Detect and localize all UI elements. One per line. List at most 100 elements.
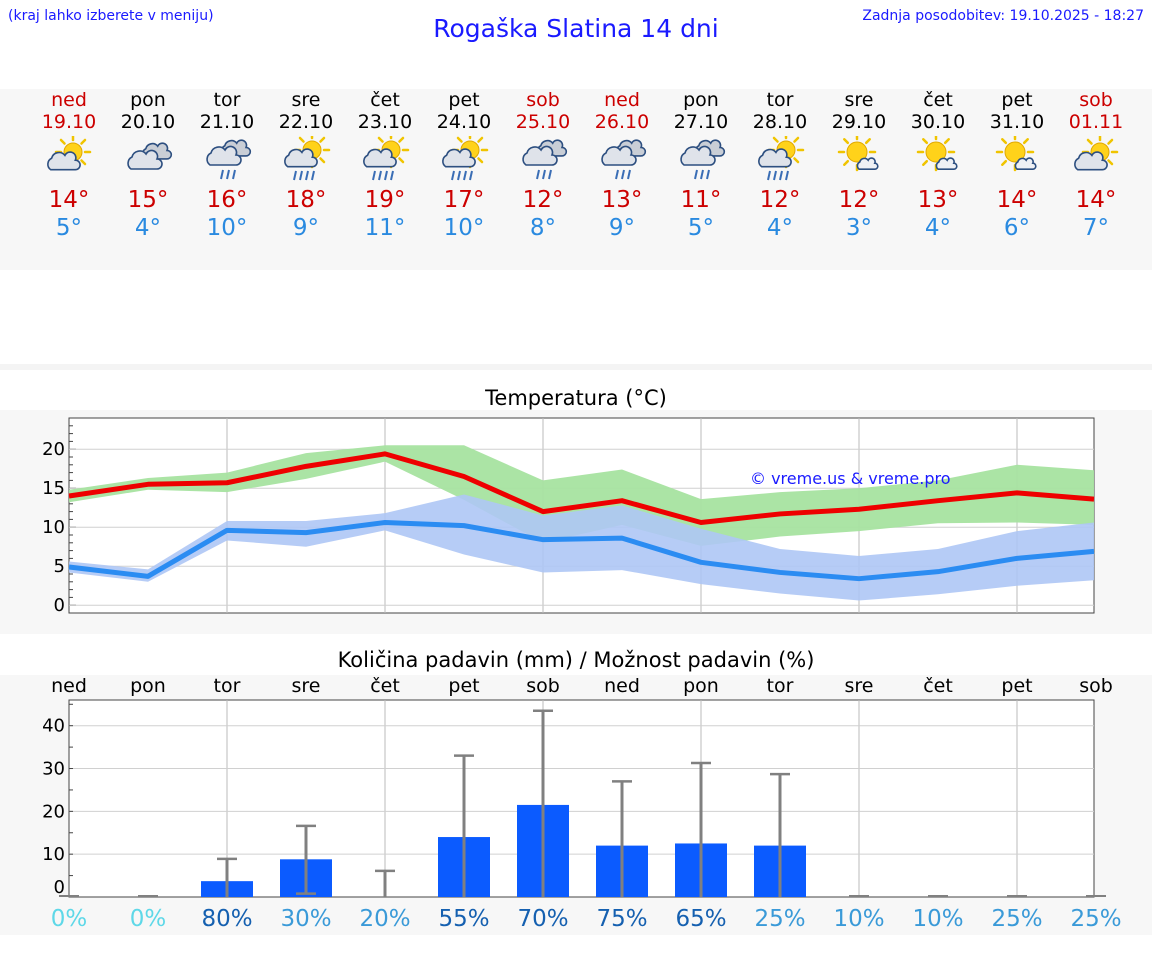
- precip-chance: 65%: [675, 906, 726, 932]
- day-column: sre 29.10 12° 3°: [819, 89, 899, 242]
- max-temp: 19°: [364, 187, 406, 213]
- y-tick-label: 10: [42, 517, 65, 538]
- precip-day-label: čet: [923, 675, 953, 697]
- min-temp: 10°: [443, 215, 485, 241]
- temperature-chart-title: Temperatura (°C): [485, 386, 667, 410]
- precip-day-label: pon: [683, 675, 719, 697]
- min-temp: 6°: [1003, 215, 1031, 241]
- cloud-rain-icon: [206, 139, 252, 180]
- day-column: pon 27.10 11° 5°: [661, 89, 741, 242]
- day-date: 24.10: [436, 111, 492, 133]
- precip-chance: 25%: [991, 906, 1042, 932]
- temp-line-max: [68, 451, 1095, 526]
- min-temp: 9°: [608, 215, 636, 241]
- location-menu-hint: (kraj lahko izberete v meniju): [8, 8, 214, 24]
- precip-chance: 25%: [754, 906, 805, 932]
- day-date: 19.10: [41, 111, 97, 133]
- precip-chance: 75%: [596, 906, 647, 932]
- day-column: pet 31.10 14° 6°: [977, 89, 1057, 242]
- y-tick-label: 0: [54, 877, 65, 898]
- weather-icon: [758, 136, 805, 181]
- weather-icon: [442, 136, 489, 181]
- day-column: pon 20.10 15° 4°: [108, 89, 188, 242]
- page-title: Rogaška Slatina 14 dni: [433, 14, 719, 43]
- precip-day-label: pon: [130, 675, 166, 697]
- y-tick-label: 30: [42, 759, 65, 780]
- y-tick-label: 10: [42, 844, 65, 865]
- weather-icon: [47, 136, 92, 171]
- max-temp: 12°: [759, 187, 801, 213]
- last-updated: Zadnja posodobitev: 19.10.2025 - 18:27: [862, 8, 1144, 24]
- day-name: pon: [130, 89, 166, 111]
- sun-cloud-rain-icon: [284, 136, 331, 181]
- weather-icon: [284, 136, 331, 181]
- precip-chance: 30%: [280, 906, 331, 932]
- min-temp: 11°: [364, 215, 406, 241]
- day-date: 30.10: [910, 111, 966, 133]
- weather-icon: [127, 142, 173, 170]
- max-temp: 15°: [127, 187, 169, 213]
- precip-chance: 55%: [438, 906, 489, 932]
- temp-band-min: [69, 494, 1094, 601]
- day-date: 21.10: [199, 111, 255, 133]
- day-date: 31.10: [989, 111, 1045, 133]
- day-name: pet: [448, 89, 480, 111]
- sun-small-cloud-icon: [995, 136, 1037, 172]
- max-temp: 14°: [48, 187, 90, 213]
- min-temp: 9°: [292, 215, 320, 241]
- day-name: sob: [1079, 89, 1113, 111]
- sun-cloud-icon: [47, 136, 92, 171]
- y-tick-label: 15: [42, 478, 65, 499]
- separator: [0, 364, 1152, 370]
- sun-cloud-rain-icon: [758, 136, 805, 181]
- min-temp: 7°: [1082, 215, 1110, 241]
- sun-cloud-rain-icon: [442, 136, 489, 181]
- weather-icon: [206, 139, 252, 180]
- precip-chance: 0%: [130, 906, 167, 932]
- day-name: čet: [370, 89, 400, 111]
- precip-chance: 10%: [912, 906, 963, 932]
- y-tick-label: 20: [42, 801, 65, 822]
- min-temp: 8°: [529, 215, 557, 241]
- precip-day-label: tor: [767, 675, 794, 697]
- precip-day-label: čet: [370, 675, 400, 697]
- precip-day-label: pet: [448, 675, 479, 697]
- cloud-rain-icon: [601, 139, 647, 180]
- weather-icon: [522, 139, 568, 180]
- precip-chance: 70%: [517, 906, 568, 932]
- day-column: pet 24.10 17° 10°: [424, 89, 504, 242]
- precip-chance: 0%: [51, 906, 88, 932]
- forecast-days-panel: [0, 89, 1152, 270]
- weather-icon: [916, 136, 958, 172]
- max-temp: 17°: [443, 187, 485, 213]
- max-temp: 12°: [838, 187, 880, 213]
- day-name: sob: [526, 89, 560, 111]
- cloudy-icon: [127, 142, 173, 170]
- sun-small-cloud-icon: [837, 136, 879, 172]
- y-tick-label: 20: [42, 439, 65, 460]
- min-temp: 4°: [134, 215, 162, 241]
- day-date: 22.10: [278, 111, 334, 133]
- day-column: sob 01.11 14° 7°: [1056, 89, 1136, 242]
- max-temp: 12°: [522, 187, 564, 213]
- precip-chance: 25%: [1070, 906, 1121, 932]
- day-name: sre: [291, 89, 321, 111]
- precip-chance: 20%: [359, 906, 410, 932]
- weather-icon: [1074, 136, 1119, 171]
- weather-icon: [680, 139, 726, 180]
- min-temp: 5°: [687, 215, 715, 241]
- max-temp: 16°: [206, 187, 248, 213]
- day-name: ned: [604, 89, 640, 111]
- precip-chance: 80%: [201, 906, 252, 932]
- sun-cloud-rain-icon: [363, 136, 410, 181]
- plot-area: [68, 699, 1095, 898]
- sun-cloud-icon: [1074, 136, 1119, 171]
- temp-band-max: [69, 445, 1094, 546]
- day-name: ned: [51, 89, 87, 111]
- y-tick-label: 0: [54, 595, 65, 616]
- min-temp: 4°: [766, 215, 794, 241]
- precip-chance: 10%: [833, 906, 884, 932]
- day-date: 29.10: [831, 111, 887, 133]
- day-date: 01.11: [1068, 111, 1124, 133]
- min-temp: 10°: [206, 215, 248, 241]
